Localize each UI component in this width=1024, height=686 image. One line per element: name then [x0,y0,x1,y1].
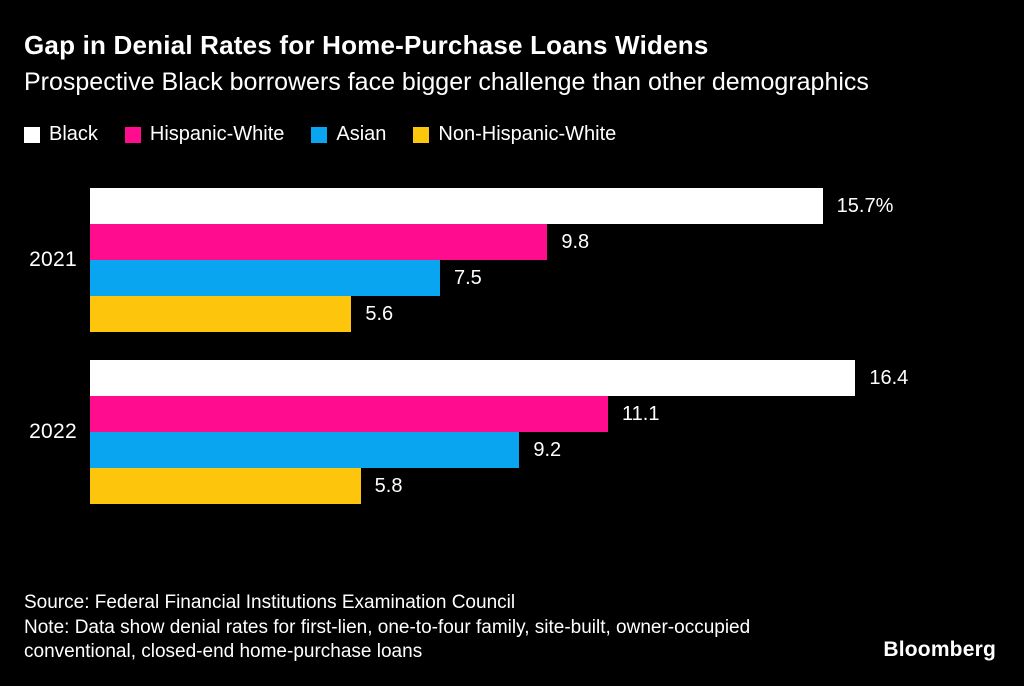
bar-value-asian-2021: 7.5 [454,266,482,289]
bar-row-asian-2022: 9.2 [90,432,1000,469]
bar-value-hispanic-white-2022: 11.1 [622,402,660,425]
bar-row-non-hispanic-white-2022: 5.8 [90,468,1000,505]
legend-label-asian: Asian [336,123,387,146]
legend-swatch-hispanic-white [124,126,141,143]
bar-value-hispanic-white-2021: 9.8 [561,230,590,253]
year-label-2021: 2021 [29,248,77,272]
bar-group-2022: 2022 16.4 11.1 9.2 5.8 [24,360,1000,505]
bar-asian-2022 [90,432,520,469]
bar-row-non-hispanic-white-2021: 5.6 [90,296,1000,333]
legend-label-non-hispanic-white: Non-Hispanic-White [438,123,617,146]
chart-title: Gap in Denial Rates for Home-Purchase Lo… [24,30,709,60]
bar-value-asian-2022: 9.2 [533,438,562,461]
footer-source: Source: Federal Financial Institutions E… [24,591,516,613]
bar-black-2021 [90,188,823,225]
legend-item-non-hispanic-white: Non-Hispanic-White [413,123,616,146]
bar-row-hispanic-white-2022: 11.1 [90,396,1000,433]
year-label-2022: 2022 [29,420,77,444]
bar-non-hispanic-white-2021 [90,296,352,333]
bar-group-2021: 2021 15.7% 9.8 7.5 5.6 [24,188,1000,333]
bar-asian-2021 [90,260,440,297]
bar-chart: 2021 15.7% 9.8 7.5 5.6 2022 16.4 11.1 9.2 5.8 [24,188,1000,505]
legend-swatch-asian [311,126,328,143]
bar-value-black-2022: 16.4 [869,366,909,389]
chart-subtitle: Prospective Black borrowers face bigger … [24,67,869,96]
bar-hispanic-white-2021 [90,224,548,261]
bar-non-hispanic-white-2022 [90,468,361,505]
bar-value-non-hispanic-white-2022: 5.8 [374,474,403,497]
bloomberg-logo: Bloomberg [883,638,996,661]
bar-black-2022 [90,360,856,397]
bar-row-black-2021: 15.7% [90,188,1000,225]
legend-item-asian: Asian [311,123,386,146]
bar-row-asian-2021: 7.5 [90,260,1000,297]
legend-item-hispanic-white: Hispanic-White [124,123,285,146]
bar-row-hispanic-white-2021: 9.8 [90,224,1000,261]
legend-label-hispanic-white: Hispanic-White [149,123,285,146]
bar-row-black-2022: 16.4 [90,360,1000,397]
bars-2021: 15.7% 9.8 7.5 5.6 [90,188,1000,333]
legend: Black Hispanic-White Asian Non-Hispanic-Whi… [24,123,1000,146]
legend-item-black: Black [24,123,98,146]
legend-swatch-black [24,126,40,143]
footer: Source: Federal Financial Institutions E… [24,591,814,665]
bar-hispanic-white-2022 [90,396,608,433]
bars-2022: 16.4 11.1 9.2 5.8 [90,360,1000,505]
legend-label-black: Black [49,123,98,146]
legend-swatch-non-hispanic-white [413,126,430,143]
bar-value-black-2021: 15.7% [836,194,894,217]
footer-note: Note: Data show denial rates for first-l… [24,616,751,663]
bar-value-non-hispanic-white-2021: 5.6 [365,302,394,325]
